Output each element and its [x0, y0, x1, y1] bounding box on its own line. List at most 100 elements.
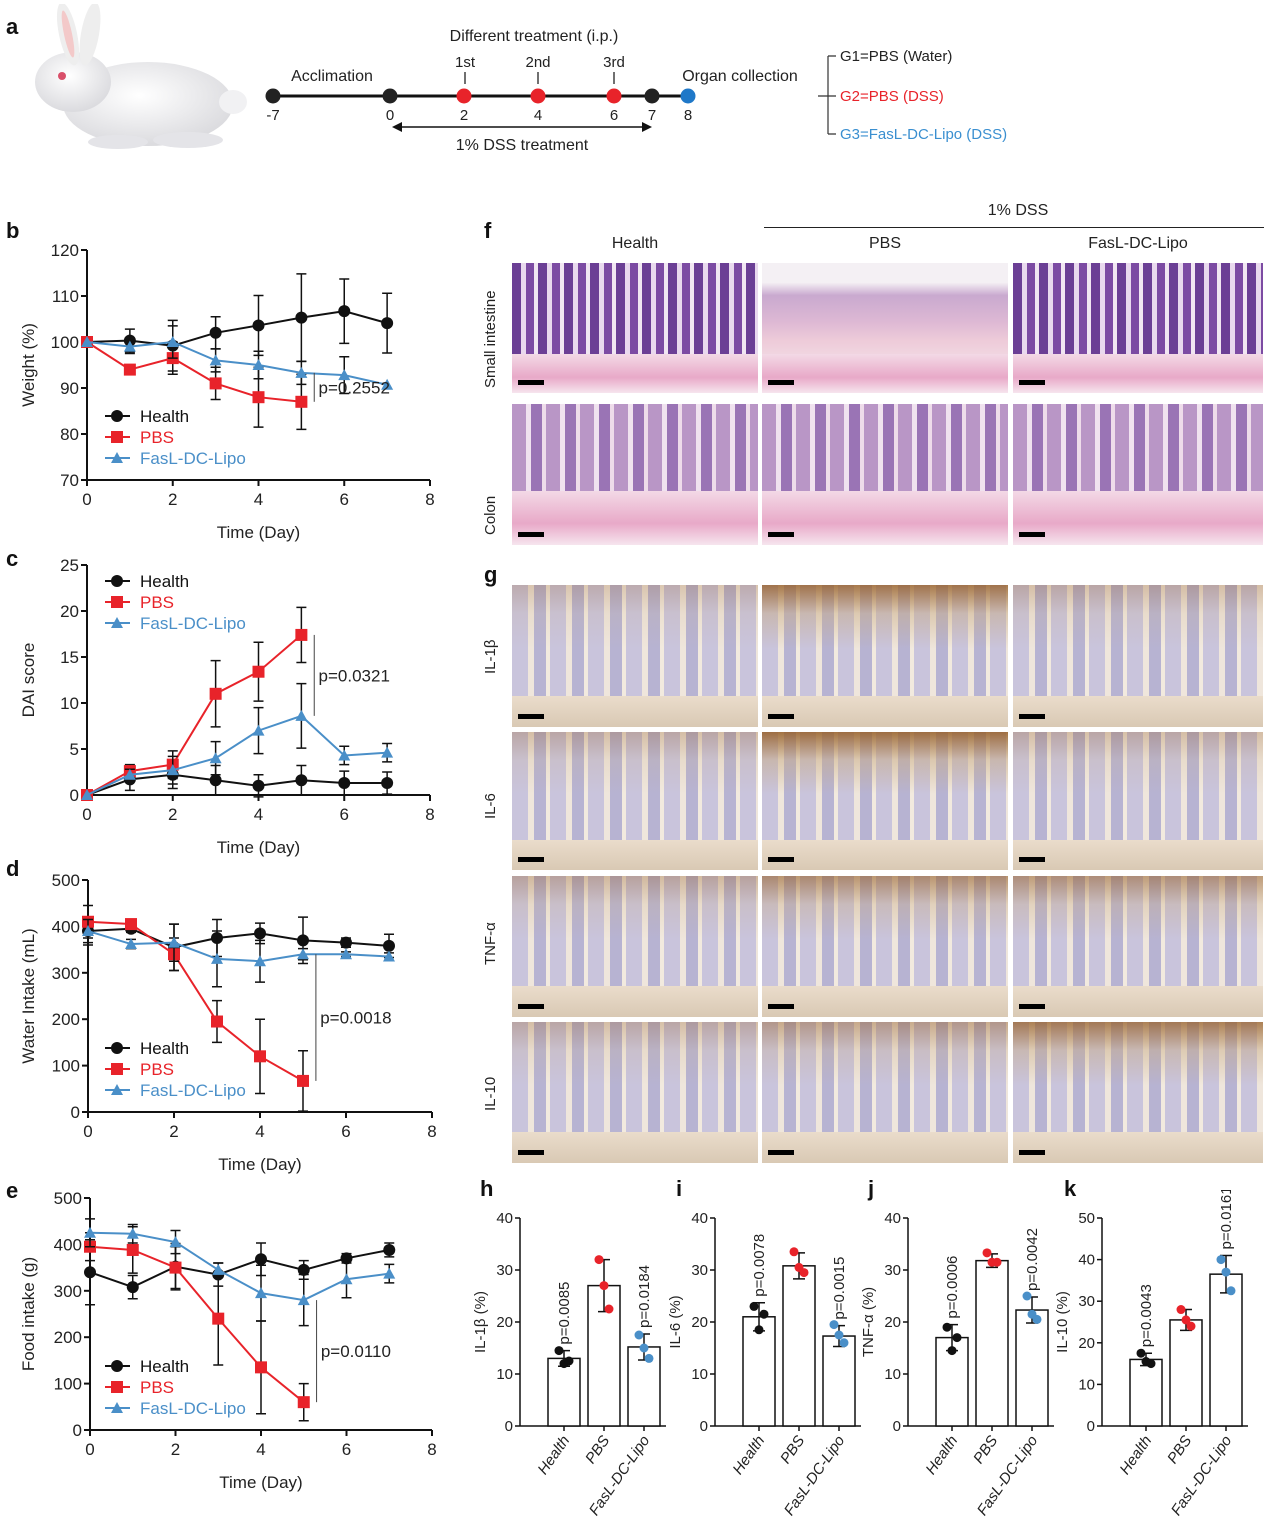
- column-fasl: FasL-DC-Lipo: [1088, 235, 1188, 252]
- tissue-layer: [762, 695, 1008, 727]
- timeline-day-label: -7: [266, 107, 279, 124]
- dss-header-line: [764, 227, 1264, 228]
- y-axis-label: TNF-α (%): [860, 1287, 877, 1357]
- tissue-layer: [1013, 695, 1263, 727]
- p-value: p=0.0015: [831, 1257, 848, 1320]
- timeline-point: [530, 88, 546, 104]
- legend-label: FasL-DC-Lipo: [140, 614, 246, 633]
- dose-1st: 1st: [455, 54, 476, 71]
- data-point: [799, 1268, 809, 1278]
- data-point: [81, 336, 93, 347]
- data-point: [126, 1281, 139, 1294]
- legend-label: PBS: [140, 593, 174, 612]
- data-point: [297, 934, 309, 947]
- p-value: p=0.0161: [1218, 1190, 1235, 1249]
- panel-label-e: e: [6, 1178, 19, 1203]
- y-tick-label: 500: [54, 1189, 82, 1208]
- legend-label: FasL-DC-Lipo: [140, 449, 246, 468]
- tissue-layer: [762, 491, 1008, 545]
- panel-label-i: i: [676, 1176, 683, 1201]
- y-tick-label: 70: [60, 471, 79, 490]
- y-tick-label: 80: [60, 425, 79, 444]
- ihc-stain-image: [762, 732, 1008, 870]
- panel-label-f: f: [484, 218, 492, 243]
- series-line-pbs: [87, 920, 304, 1082]
- he-stain-image: [512, 404, 758, 545]
- x-tick-label: 2: [168, 490, 177, 509]
- x-tick-label: 0: [85, 1440, 94, 1459]
- tissue-layer: [512, 1131, 758, 1163]
- data-point: [252, 319, 265, 332]
- group-g2: G2=PBS (DSS): [840, 88, 944, 105]
- p-value: p=0.0321: [319, 666, 390, 685]
- x-tick-label: PBS: [1164, 1433, 1195, 1467]
- timeline-point: [606, 88, 622, 104]
- series-line-health: [86, 773, 388, 796]
- tissue-layer: [512, 354, 758, 393]
- data-point: [982, 1248, 992, 1258]
- timeline-point: [265, 88, 281, 104]
- legend-label: PBS: [140, 1378, 174, 1397]
- series-line-fasl-dc-lipo: [86, 340, 388, 386]
- legend-marker: [111, 1402, 123, 1413]
- y-tick-label: 100: [54, 1375, 82, 1394]
- p-value: p=0.0110: [321, 1342, 391, 1361]
- data-point: [252, 359, 265, 370]
- ihc-stain-image: [512, 732, 758, 870]
- ihc-stain-image: [1013, 732, 1263, 870]
- data-point: [209, 354, 222, 366]
- y-tick-label: 20: [1078, 1335, 1095, 1352]
- legend-label: Health: [140, 1039, 189, 1058]
- p-value: p=0.0043: [1138, 1284, 1155, 1347]
- scale-bar: [768, 1004, 794, 1009]
- x-axis-label: Time (Day): [217, 523, 300, 542]
- data-point: [254, 927, 266, 940]
- x-tick-label: Health: [729, 1433, 768, 1478]
- x-tick-label: 4: [255, 1122, 264, 1141]
- y-tick-label: 0: [505, 1418, 513, 1435]
- data-point: [84, 1266, 96, 1279]
- data-point: [599, 1281, 609, 1291]
- p-value: p=0.2552: [319, 378, 390, 397]
- tissue-layer: [1013, 1131, 1263, 1163]
- y-tick-label: 0: [73, 1421, 82, 1440]
- scale-bar: [768, 1150, 794, 1155]
- data-point: [634, 1330, 644, 1340]
- legend-marker: [111, 596, 123, 608]
- data-point: [252, 724, 265, 736]
- series-line-fasl-dc-lipo: [87, 930, 390, 963]
- data-point: [126, 1243, 139, 1256]
- panel-label-c: c: [6, 546, 19, 571]
- legend-marker: [111, 1063, 123, 1075]
- panel-label-b: b: [6, 218, 20, 243]
- panel-label-k: k: [1064, 1176, 1077, 1201]
- row-label: IL-1β: [482, 639, 499, 674]
- data-point: [254, 1050, 266, 1063]
- x-tick-label: 0: [82, 805, 91, 824]
- bar-pbs: [1169, 1319, 1203, 1427]
- panel-label-g: g: [484, 562, 498, 587]
- y-tick-label: 0: [71, 1103, 80, 1122]
- data-point: [754, 1325, 764, 1335]
- organ-collection-label: Organ collection: [682, 68, 798, 85]
- ihc-stain-image: [1013, 876, 1263, 1017]
- he-stain-image: [512, 263, 758, 393]
- panel-label-j: j: [868, 1176, 875, 1201]
- x-axis-label: Time (Day): [219, 1473, 302, 1492]
- x-tick-label: 2: [169, 1122, 178, 1141]
- scale-bar: [1019, 714, 1045, 719]
- data-point: [295, 709, 308, 721]
- data-point: [125, 918, 137, 931]
- y-tick-label: 40: [691, 1210, 708, 1227]
- dose-3rd: 3rd: [603, 54, 625, 71]
- timeline-day-label: 6: [610, 107, 618, 124]
- data-point: [381, 777, 394, 790]
- x-tick-label: 4: [254, 805, 263, 824]
- series-line-pbs: [86, 341, 302, 403]
- data-point: [209, 752, 222, 764]
- data-point: [759, 1309, 769, 1319]
- treatment-label: Different treatment (i.p.): [450, 28, 619, 45]
- legend-marker: [111, 575, 123, 587]
